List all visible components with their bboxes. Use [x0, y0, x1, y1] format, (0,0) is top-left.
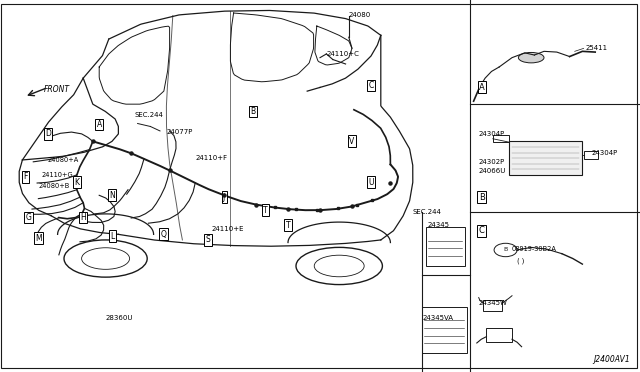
Text: SEC.244: SEC.244	[413, 209, 442, 215]
Text: 24302P: 24302P	[479, 159, 505, 165]
Text: M: M	[35, 234, 42, 243]
Text: 24110+F: 24110+F	[195, 155, 227, 161]
Text: 24110+E: 24110+E	[211, 226, 244, 232]
Bar	[584, 151, 598, 159]
Text: 24110+C: 24110+C	[326, 51, 359, 57]
Text: 24110+G: 24110+G	[42, 172, 73, 178]
Ellipse shape	[518, 52, 544, 63]
Text: L: L	[110, 232, 114, 241]
Bar	[426, 227, 465, 266]
Bar	[422, 307, 467, 353]
Text: 24066U: 24066U	[479, 168, 506, 174]
Text: J2400AV1: J2400AV1	[594, 355, 630, 364]
Text: 25411: 25411	[586, 45, 608, 51]
Text: 24345: 24345	[428, 222, 449, 228]
Text: U: U	[369, 178, 374, 187]
Text: C: C	[479, 226, 485, 235]
Text: B: B	[504, 247, 508, 253]
Text: H: H	[81, 213, 86, 222]
Text: K: K	[74, 178, 79, 187]
Text: S: S	[205, 235, 211, 244]
Text: B: B	[479, 193, 485, 202]
Text: SEC.244: SEC.244	[134, 112, 163, 118]
Text: T: T	[285, 221, 291, 230]
Text: C: C	[369, 81, 374, 90]
Text: 08919-30B2A: 08919-30B2A	[512, 246, 557, 252]
Text: G: G	[26, 213, 32, 222]
Text: N: N	[109, 191, 115, 200]
Text: ( ): ( )	[517, 257, 525, 264]
Text: A: A	[97, 120, 102, 129]
Bar	[509, 141, 582, 175]
Bar	[483, 300, 502, 311]
Text: V: V	[349, 137, 355, 146]
Text: B: B	[250, 107, 255, 116]
Text: 24304P: 24304P	[592, 150, 618, 155]
Text: F: F	[24, 172, 28, 181]
Text: A: A	[479, 83, 484, 92]
Text: Q: Q	[160, 230, 166, 239]
Text: 28360U: 28360U	[106, 315, 133, 321]
Text: 24345VA: 24345VA	[423, 315, 454, 321]
Text: 24345W: 24345W	[479, 300, 508, 306]
Text: 24080+B: 24080+B	[38, 183, 70, 189]
Text: D: D	[45, 129, 51, 138]
Text: 24304P: 24304P	[479, 131, 505, 137]
Bar	[493, 135, 509, 142]
Text: 24080+A: 24080+A	[48, 157, 79, 163]
Text: T: T	[263, 206, 268, 215]
Bar	[486, 328, 512, 342]
Text: 24080: 24080	[349, 12, 371, 18]
Text: FRONT: FRONT	[44, 85, 70, 94]
Text: 24077P: 24077P	[166, 129, 193, 135]
Text: J: J	[223, 193, 225, 202]
